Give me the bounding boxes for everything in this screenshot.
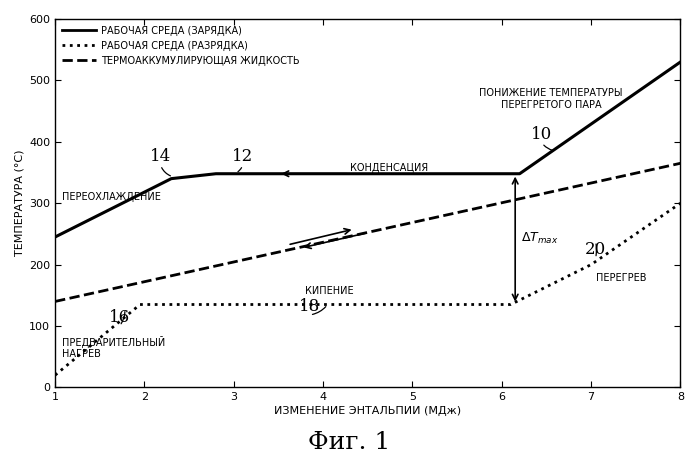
Legend: РАБОЧАЯ СРЕДА (ЗАРЯДКА), РАБОЧАЯ СРЕДА (РАЗРЯДКА), ТЕРМОАККУМУЛИРУЮЩАЯ ЖИДКОСТЬ: РАБОЧАЯ СРЕДА (ЗАРЯДКА), РАБОЧАЯ СРЕДА (…: [58, 22, 303, 69]
Text: КИПЕНИЕ: КИПЕНИЕ: [305, 286, 354, 296]
Text: 14: 14: [150, 148, 171, 165]
X-axis label: ИЗМЕНЕНИЕ ЭНТАЛЬПИИ (МДж): ИЗМЕНЕНИЕ ЭНТАЛЬПИИ (МДж): [274, 406, 461, 416]
Text: Фиг. 1: Фиг. 1: [308, 431, 391, 454]
Text: 10: 10: [531, 126, 553, 143]
Text: 20: 20: [585, 241, 606, 258]
Text: КОНДЕНСАЦИЯ: КОНДЕНСАЦИЯ: [350, 162, 428, 173]
Y-axis label: ТЕМПЕРАТУРА (°С): ТЕМПЕРАТУРА (°С): [15, 150, 25, 257]
Text: 18: 18: [299, 298, 320, 315]
Text: ПОНИЖЕНИЕ ТЕМПЕРАТУРЫ
ПЕРЕГРЕТОГО ПАРА: ПОНИЖЕНИЕ ТЕМПЕРАТУРЫ ПЕРЕГРЕТОГО ПАРА: [479, 88, 623, 110]
Text: 12: 12: [232, 148, 253, 165]
Text: 16: 16: [109, 309, 130, 326]
Text: ПЕРЕОХЛАЖДЕНИЕ: ПЕРЕОХЛАЖДЕНИЕ: [62, 192, 161, 202]
Text: ПЕРЕГРЕВ: ПЕРЕГРЕВ: [596, 273, 646, 283]
Text: $\Delta T_{max}$: $\Delta T_{max}$: [521, 231, 559, 246]
Text: ПРЕДВАРИТЕЛЬНЫЙ
НАГРЕВ: ПРЕДВАРИТЕЛЬНЫЙ НАГРЕВ: [62, 336, 166, 359]
